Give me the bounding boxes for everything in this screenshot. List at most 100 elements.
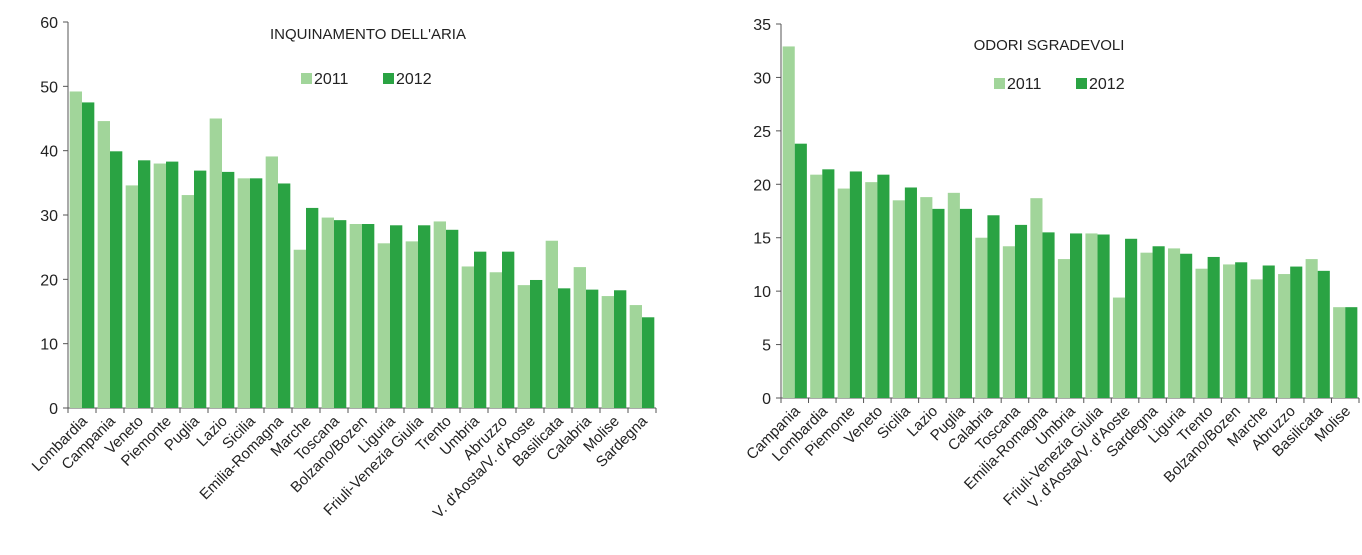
c1-y-tick-label: 35 [753, 17, 771, 34]
c1-bar-2012-15 [1207, 256, 1220, 398]
c0-bar-2011-17 [545, 240, 558, 408]
c0-bar-2012-20 [642, 317, 655, 408]
c0-bar-2011-13 [433, 221, 446, 408]
c1-bar-2012-16 [1235, 262, 1248, 398]
c1-bar-2012-7 [987, 215, 1000, 398]
c1-bar-2012-6 [959, 208, 973, 398]
c0-bar-2012-16 [530, 279, 543, 408]
c0-bar-2012-14 [474, 251, 487, 408]
c1-bar-2011-6 [947, 192, 960, 398]
c1-bar-2011-2 [837, 188, 850, 398]
c0-y-tick-label: 10 [40, 337, 58, 354]
c1-bar-2011-1 [810, 174, 823, 398]
c0-legend-swatch-2012 [383, 73, 394, 84]
c0-bar-2012-6 [250, 178, 263, 408]
c0-bar-2012-7 [278, 183, 291, 408]
c0-bar-2011-2 [125, 185, 138, 408]
c1-y-tick-label: 20 [753, 177, 771, 194]
c1-bar-2012-2 [849, 171, 862, 398]
c0-bar-2011-11 [377, 243, 390, 408]
c1-bar-2012-11 [1097, 234, 1110, 398]
c1-bar-2012-19 [1317, 270, 1330, 398]
chart-odori-sgradevoli: 05101520253035CampaniaLombardiaPiemonteV… [743, 17, 1360, 512]
c0-y-tick-label: 60 [40, 15, 58, 32]
c0-bar-2011-7 [265, 156, 278, 408]
c1-bar-2011-9 [1030, 198, 1043, 398]
c0-bar-2011-12 [405, 241, 418, 408]
c0-bar-2011-3 [153, 163, 166, 408]
c1-y-tick-label: 0 [762, 391, 771, 408]
c0-bar-2011-20 [629, 305, 642, 408]
c0-y-tick-label: 40 [40, 144, 58, 161]
c1-y-tick-label: 10 [753, 284, 771, 301]
c1-bar-2012-1 [822, 169, 835, 398]
c0-bar-2012-15 [502, 251, 515, 408]
c1-category-label: Sicilia [874, 402, 914, 442]
c1-bar-2012-18 [1290, 266, 1303, 398]
c1-bar-2011-20 [1333, 307, 1346, 398]
c1-bar-2011-5 [920, 197, 933, 398]
c0-y-tick-label: 0 [49, 401, 58, 418]
c0-bar-2012-3 [166, 161, 179, 408]
c0-bar-2012-13 [446, 229, 459, 408]
c0-bar-2012-1 [110, 151, 123, 408]
c1-bar-2011-4 [892, 200, 905, 398]
c1-bar-2012-10 [1070, 233, 1083, 398]
c0-bar-2011-1 [97, 121, 110, 408]
c0-bar-2011-0 [69, 91, 82, 408]
c0-bar-2011-9 [321, 217, 334, 408]
c1-bar-2011-3 [865, 182, 878, 398]
c1-bar-2011-11 [1085, 233, 1098, 398]
c1-bar-2012-17 [1262, 265, 1275, 398]
c0-bar-2011-15 [489, 272, 502, 408]
c0-bar-2012-9 [334, 220, 347, 408]
c0-y-tick-label: 30 [40, 208, 58, 225]
c0-bar-2011-14 [461, 266, 474, 408]
c1-bar-2012-12 [1125, 238, 1138, 398]
c1-y-tick-label: 5 [762, 338, 771, 355]
c0-bar-2012-10 [362, 224, 375, 408]
c0-bar-2011-5 [209, 118, 222, 408]
c1-bar-2011-18 [1278, 274, 1291, 398]
c0-bar-2011-6 [237, 178, 250, 408]
chart-inquinamento-aria: 0102030405060LombardiaCampaniaVenetoPiem… [29, 15, 657, 522]
c0-bar-2012-12 [418, 225, 431, 408]
c1-bar-2012-4 [904, 187, 917, 398]
c0-bar-2011-19 [601, 296, 614, 408]
c1-chart-title: ODORI SGRADEVOLI [974, 37, 1125, 54]
c0-legend-label-2011: 2011 [314, 71, 349, 88]
c1-bar-2012-8 [1014, 224, 1028, 398]
c1-y-tick-label: 15 [753, 231, 771, 248]
c0-bar-2012-5 [222, 171, 235, 408]
c0-chart-title: INQUINAMENTO DELL'ARIA [270, 26, 466, 43]
c0-legend-swatch-2011 [301, 73, 312, 84]
c1-legend-label-2012: 2012 [1089, 76, 1125, 93]
c1-bar-2012-20 [1345, 307, 1358, 398]
c1-bar-2011-7 [975, 237, 988, 398]
c1-bar-2011-15 [1195, 268, 1208, 398]
c0-bar-2011-18 [573, 267, 586, 408]
c1-y-tick-label: 25 [753, 124, 771, 141]
c1-bar-2011-17 [1250, 279, 1263, 398]
c0-bar-2011-10 [349, 224, 362, 408]
c1-bar-2011-8 [1002, 246, 1015, 398]
c1-bar-2011-19 [1305, 259, 1318, 398]
c1-legend-label-2011: 2011 [1007, 76, 1042, 93]
c1-bar-2011-14 [1167, 248, 1181, 398]
c0-y-tick-label: 50 [40, 79, 58, 96]
c0-y-tick-label: 20 [40, 272, 58, 289]
c1-legend-swatch-2012 [1076, 78, 1087, 89]
c0-bar-2011-16 [517, 285, 530, 408]
c1-bar-2012-14 [1180, 253, 1193, 398]
c0-bar-2012-19 [614, 290, 627, 408]
c1-bar-2012-9 [1042, 232, 1055, 398]
c1-bar-2011-16 [1223, 264, 1236, 398]
c1-bar-2012-13 [1152, 246, 1165, 398]
c0-bar-2012-0 [82, 102, 95, 409]
c0-bar-2012-18 [586, 289, 599, 408]
c1-bar-2011-10 [1057, 259, 1070, 398]
c1-bar-2011-0 [782, 46, 795, 398]
c0-bar-2011-4 [181, 195, 194, 408]
c1-bar-2012-0 [794, 143, 807, 398]
